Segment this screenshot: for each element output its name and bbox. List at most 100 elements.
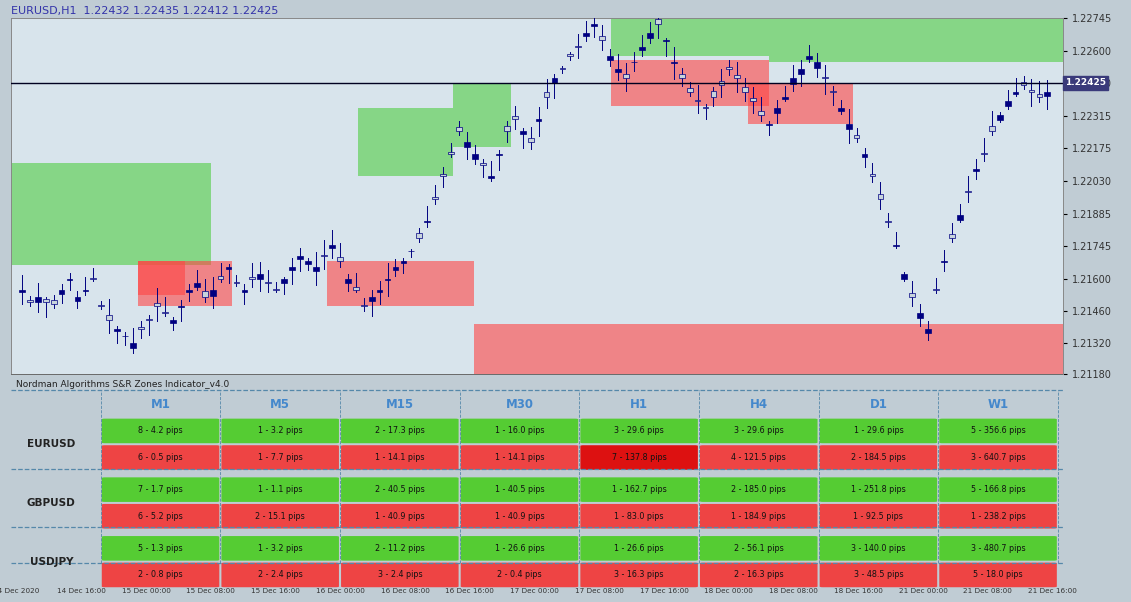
Bar — [454, 83, 511, 147]
Text: 1 - 3.2 pips: 1 - 3.2 pips — [258, 544, 302, 553]
Bar — [472, 154, 478, 159]
Bar — [925, 329, 931, 333]
Bar — [615, 69, 621, 72]
Bar — [846, 124, 852, 129]
FancyBboxPatch shape — [102, 445, 219, 470]
Text: 15 Dec 08:00: 15 Dec 08:00 — [187, 588, 235, 594]
Bar — [822, 77, 828, 78]
Bar — [901, 275, 907, 279]
FancyBboxPatch shape — [342, 445, 458, 470]
Bar — [432, 197, 438, 199]
FancyBboxPatch shape — [939, 536, 1056, 560]
Bar — [949, 234, 955, 238]
Text: 1 - 162.7 pips: 1 - 162.7 pips — [612, 485, 666, 494]
Bar — [400, 261, 406, 263]
Bar — [480, 163, 486, 165]
Bar — [98, 305, 104, 306]
Bar — [663, 40, 668, 41]
Text: M15: M15 — [386, 398, 414, 411]
Bar — [225, 267, 232, 269]
FancyBboxPatch shape — [222, 536, 339, 560]
FancyBboxPatch shape — [460, 504, 578, 529]
Text: 3 - 2.4 pips: 3 - 2.4 pips — [378, 571, 422, 580]
FancyBboxPatch shape — [460, 445, 578, 470]
Bar — [941, 261, 947, 262]
Bar — [655, 19, 661, 23]
FancyBboxPatch shape — [820, 418, 938, 443]
Bar — [154, 303, 159, 306]
Bar — [544, 92, 550, 97]
Bar — [769, 0, 1063, 63]
Text: M1: M1 — [150, 398, 171, 411]
Text: 16 Dec 16:00: 16 Dec 16:00 — [446, 588, 494, 594]
Bar — [345, 279, 351, 283]
Bar — [266, 282, 271, 284]
Bar — [337, 257, 343, 261]
Bar — [35, 297, 41, 302]
FancyBboxPatch shape — [939, 477, 1056, 502]
Text: 2 - 56.1 pips: 2 - 56.1 pips — [734, 544, 784, 553]
Bar — [327, 261, 474, 306]
Bar — [440, 174, 446, 176]
Bar — [611, 60, 769, 106]
Text: 3 - 480.7 pips: 3 - 480.7 pips — [970, 544, 1026, 553]
Text: W1: W1 — [987, 398, 1009, 411]
Text: 16 Dec 00:00: 16 Dec 00:00 — [316, 588, 365, 594]
Bar — [560, 68, 566, 69]
Bar — [584, 33, 589, 36]
Bar — [353, 287, 359, 290]
FancyBboxPatch shape — [700, 445, 818, 470]
Text: 21 Dec 08:00: 21 Dec 08:00 — [964, 588, 1012, 594]
Text: 1 - 7.7 pips: 1 - 7.7 pips — [258, 453, 303, 462]
Bar — [290, 267, 295, 270]
FancyBboxPatch shape — [460, 536, 578, 560]
FancyBboxPatch shape — [222, 504, 339, 529]
Bar — [456, 127, 461, 131]
Bar — [814, 63, 820, 67]
Text: Nordman Algorithms S&R Zones Indicator_v4.0: Nordman Algorithms S&R Zones Indicator_v… — [16, 380, 228, 389]
Bar — [114, 329, 120, 331]
Bar — [838, 108, 844, 111]
FancyBboxPatch shape — [342, 536, 458, 560]
Text: 1.22425: 1.22425 — [1065, 78, 1106, 87]
Bar — [718, 81, 724, 85]
FancyBboxPatch shape — [580, 504, 698, 529]
FancyBboxPatch shape — [342, 504, 458, 529]
Text: 3 - 640.7 pips: 3 - 640.7 pips — [970, 453, 1026, 462]
Bar — [83, 290, 88, 291]
Bar — [599, 36, 605, 40]
FancyBboxPatch shape — [939, 445, 1056, 470]
Bar — [11, 163, 211, 265]
FancyBboxPatch shape — [460, 563, 578, 587]
Bar — [495, 154, 502, 155]
Bar — [647, 33, 653, 39]
Text: 14 Dec 16:00: 14 Dec 16:00 — [57, 588, 106, 594]
Bar — [185, 290, 191, 292]
Bar — [193, 284, 199, 287]
Bar — [996, 115, 1002, 120]
Bar — [19, 290, 25, 291]
Bar — [242, 290, 248, 293]
FancyBboxPatch shape — [102, 536, 219, 560]
Bar — [178, 306, 183, 308]
Text: 3 - 140.0 pips: 3 - 140.0 pips — [852, 544, 906, 553]
Bar — [448, 152, 454, 154]
Text: 1 - 14.1 pips: 1 - 14.1 pips — [375, 453, 424, 462]
Bar — [377, 290, 382, 292]
Bar — [726, 67, 732, 69]
Text: 7 - 1.7 pips: 7 - 1.7 pips — [138, 485, 183, 494]
Text: 16 Dec 08:00: 16 Dec 08:00 — [381, 588, 430, 594]
Bar — [528, 138, 534, 142]
Text: 6 - 0.5 pips: 6 - 0.5 pips — [138, 453, 183, 462]
Bar — [862, 154, 867, 158]
FancyBboxPatch shape — [342, 563, 458, 587]
Text: 5 - 166.8 pips: 5 - 166.8 pips — [970, 485, 1026, 494]
Bar — [909, 293, 915, 297]
FancyBboxPatch shape — [820, 477, 938, 502]
Bar — [830, 91, 836, 92]
Bar — [611, 0, 769, 55]
Text: 1 - 92.5 pips: 1 - 92.5 pips — [854, 512, 904, 521]
Bar — [258, 275, 264, 279]
FancyBboxPatch shape — [222, 445, 339, 470]
Text: 1 - 238.2 pips: 1 - 238.2 pips — [970, 512, 1026, 521]
